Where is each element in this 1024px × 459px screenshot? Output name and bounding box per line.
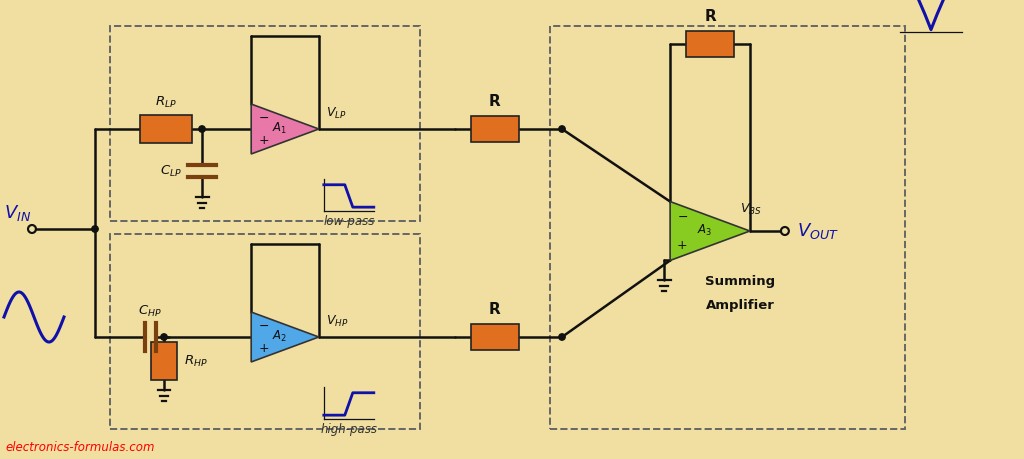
Bar [471, 116, 519, 142]
Text: $A_2$: $A_2$ [272, 329, 288, 343]
Polygon shape [251, 104, 318, 154]
Text: $C_{LP}$: $C_{LP}$ [160, 163, 182, 179]
Text: $A_3$: $A_3$ [697, 223, 713, 238]
Circle shape [782, 229, 787, 233]
Text: $R_{HP}$: $R_{HP}$ [184, 353, 208, 369]
Bar [686, 31, 734, 57]
Circle shape [161, 334, 167, 340]
Circle shape [559, 334, 565, 340]
Text: $V_{OUT}$: $V_{OUT}$ [797, 221, 839, 241]
Bar [140, 115, 193, 143]
Text: $V_{LP}$: $V_{LP}$ [326, 106, 346, 121]
Text: R: R [489, 302, 501, 317]
Text: electronics-formulas.com: electronics-formulas.com [5, 442, 155, 454]
Text: $V_{IN}$: $V_{IN}$ [4, 203, 31, 223]
Text: R: R [705, 9, 716, 24]
Circle shape [559, 126, 565, 132]
Text: $+$: $+$ [258, 134, 269, 147]
Bar [110, 234, 420, 429]
Text: $+$: $+$ [677, 239, 688, 252]
Text: Amplifier: Amplifier [706, 298, 774, 312]
Text: $R_{LP}$: $R_{LP}$ [155, 95, 177, 110]
Text: $-$: $-$ [258, 319, 268, 331]
Text: high-pass: high-pass [321, 423, 377, 436]
Text: $C_{HP}$: $C_{HP}$ [138, 304, 162, 319]
Circle shape [30, 227, 34, 231]
Circle shape [92, 226, 98, 232]
Polygon shape [670, 202, 750, 260]
Bar [550, 26, 905, 429]
Bar [110, 26, 420, 221]
Text: $+$: $+$ [258, 342, 269, 355]
Text: $-$: $-$ [258, 111, 268, 123]
Text: $V_{HP}$: $V_{HP}$ [326, 313, 348, 329]
Circle shape [199, 126, 205, 132]
Bar [151, 342, 177, 380]
Polygon shape [251, 312, 318, 362]
Text: R: R [489, 94, 501, 109]
Text: $A_1$: $A_1$ [272, 120, 288, 135]
Text: low-pass: low-pass [324, 215, 375, 228]
Text: Summing: Summing [705, 274, 775, 287]
Text: $-$: $-$ [677, 210, 688, 224]
Text: $V_{BS}$: $V_{BS}$ [740, 202, 762, 217]
Bar [471, 324, 519, 350]
